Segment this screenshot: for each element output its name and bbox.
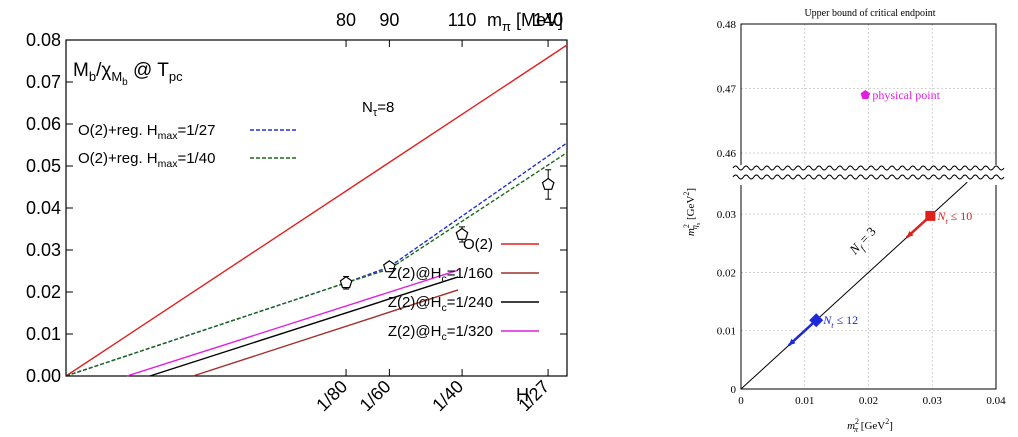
- y-tick-label-2: 0.02: [26, 282, 61, 302]
- y-tick-label-7: 0.07: [26, 72, 61, 92]
- right-y-tick-label-upper-2: 0.48: [717, 19, 737, 31]
- right-x-tick-label-0: 0: [738, 395, 744, 407]
- series-line-0: [65, 44, 568, 377]
- y-tick-label-8: 0.08: [26, 30, 61, 50]
- data-point-0: [339, 275, 353, 290]
- right-y-axis-label: m2ηs [GeV2]: [682, 188, 702, 236]
- right-plot-frame: [740, 23, 997, 390]
- data-point-2: [455, 226, 469, 243]
- x-tick-label-top-1: 90: [379, 10, 399, 30]
- legend-lower-label-1: Z(2)@Hc=1/160: [388, 265, 493, 285]
- y-tick-label-4: 0.04: [26, 198, 61, 218]
- data-point-3: [541, 169, 555, 200]
- right-x-tick-label-2: 0.02: [859, 395, 878, 407]
- series-line-2: [65, 152, 568, 377]
- y-tick-label-0: 0.00: [26, 366, 61, 386]
- legend-lower-label-3: Z(2)@Hc=1/320: [388, 323, 493, 343]
- right-y-tick-label-lower-1: 0.01: [717, 326, 736, 338]
- x-tick-label-top-0: 80: [336, 10, 356, 30]
- left-panel-label: Mb/χMb @ Tpc: [73, 60, 183, 88]
- x-tick-label-bottom-0: 1/80: [312, 376, 351, 415]
- right-y-tick-label-lower-3: 0.03: [717, 209, 737, 221]
- x-tick-label-top-2: 110: [448, 10, 477, 30]
- right-x-axis-label: m2 π [GeV2]: [847, 417, 893, 434]
- x-axis-label-bottom: H: [516, 385, 529, 405]
- direction-arrow-1: [787, 319, 818, 347]
- x-tick-label-bottom-1: 1/60: [356, 376, 395, 415]
- marker-label-0: Nt ≤ 10: [936, 209, 972, 226]
- x-tick-label-bottom-2: 1/40: [428, 376, 467, 415]
- left-chart: 0.00 0.01 0.02 0.03 0.04 0.05 0.06 0.07 0.08 1/80…: [26, 10, 568, 415]
- marker-label-2: physical point: [872, 88, 940, 102]
- y-tick-label-1: 0.01: [26, 324, 61, 344]
- marker-0: [925, 210, 936, 221]
- nt-annotation: Nτ=8: [362, 99, 394, 119]
- x-tick-label-top-3: 140: [533, 10, 563, 30]
- series-line-1: [65, 142, 568, 377]
- series-line-3: [192, 289, 459, 377]
- right-chart: Upper bound of critical endpoint 0 0.01 0.…: [682, 8, 1006, 434]
- marker-label-1: Nt ≤ 12: [822, 313, 858, 330]
- axis-break: [732, 165, 1005, 185]
- data-point-1: [382, 260, 396, 273]
- series-line-5: [126, 269, 459, 377]
- legend-upper-label-1: O(2)+reg. Hmax=1/40: [78, 150, 215, 170]
- legend-lower-label-2: Z(2)@Hc=1/240: [388, 294, 493, 314]
- nf-line-label: Nf = 3: [846, 224, 881, 260]
- y-tick-label-5: 0.05: [26, 156, 61, 176]
- right-x-tick-label-3: 0.03: [923, 395, 943, 407]
- right-chart-title: Upper bound of critical endpoint: [804, 8, 935, 19]
- legend-upper-label-0: O(2)+reg. Hmax=1/27: [78, 122, 215, 142]
- right-x-tick-label-4: 0.04: [986, 395, 1006, 407]
- right-y-tick-label-upper-1: 0.47: [717, 84, 737, 96]
- right-y-tick-label-lower-2: 0.02: [717, 267, 736, 279]
- right-y-tick-label-lower-0: 0: [731, 384, 737, 396]
- right-x-tick-label-1: 0.01: [795, 395, 814, 407]
- y-tick-label-3: 0.03: [26, 240, 61, 260]
- series-line-4: [149, 276, 459, 377]
- x-axis-label-top: mπ [MeV]: [487, 10, 563, 34]
- marker-1: [809, 313, 824, 328]
- legend-lower-label-0: O(2): [463, 236, 493, 253]
- right-y-tick-label-upper-0: 0.46: [717, 148, 737, 160]
- marker-2: [860, 90, 871, 99]
- y-tick-label-6: 0.06: [26, 114, 61, 134]
